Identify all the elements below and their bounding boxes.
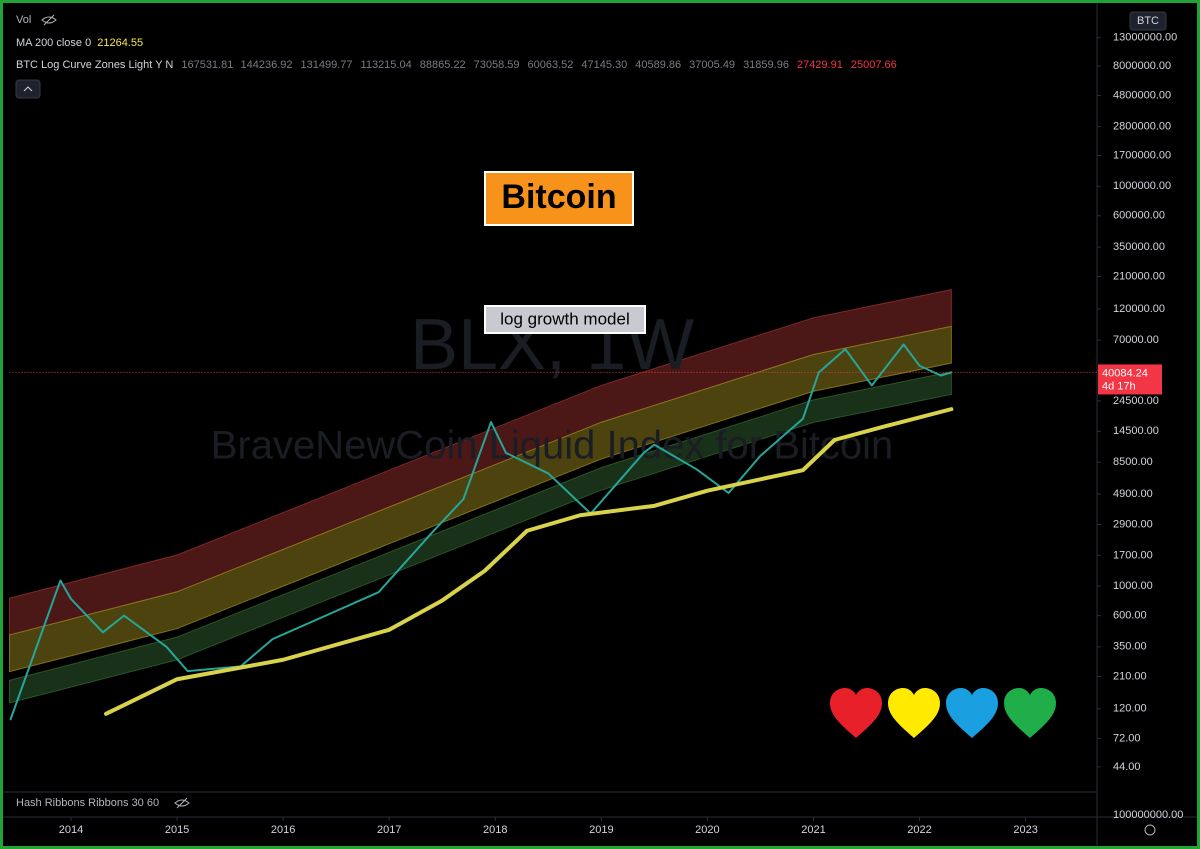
symbol-box[interactable]: [1129, 11, 1167, 31]
legend-zone-value: 131499.77: [301, 59, 353, 71]
subtitle-box: [484, 305, 646, 334]
legend-vol[interactable]: Vol: [16, 14, 31, 26]
y-tick-label: 8500.00: [1113, 456, 1153, 468]
legend-zone-value: 31859.96: [743, 59, 789, 71]
watermark-name: BraveNewCoin Liquid Index for Bitcoin: [211, 424, 894, 468]
plot: [9, 343, 1097, 721]
collapse-icon: [23, 86, 33, 92]
y-tick-label: 1700000.00: [1113, 149, 1171, 161]
eye-icon[interactable]: [174, 797, 190, 809]
y-tick-label: 14500.00: [1113, 425, 1159, 437]
legend-zone-value: 47145.30: [581, 59, 627, 71]
legend-zone-value: 73058.59: [474, 59, 520, 71]
last-price-box: [1098, 364, 1162, 395]
price-line: [9, 343, 953, 721]
y-tick-label: 120.00: [1113, 703, 1147, 715]
legend-zone-value: 25007.66: [851, 59, 897, 71]
y-tick-label: 1000.00: [1113, 580, 1153, 592]
y-tick-label: 4800000.00: [1113, 89, 1171, 101]
x-tick-label: 2017: [377, 824, 401, 836]
legend-zone-value: 60063.52: [528, 59, 574, 71]
title-box: [484, 171, 634, 226]
x-tick-label: 2023: [1013, 824, 1037, 836]
y-tick-label: 600.00: [1113, 610, 1147, 622]
y-tick-label: 1700.00: [1113, 549, 1153, 561]
x-tick-label: 2019: [589, 824, 613, 836]
collapse-button[interactable]: [15, 79, 41, 99]
y-tick-label: 70000.00: [1113, 334, 1159, 346]
x-tick-label: 2014: [59, 824, 83, 836]
legend-ma-label: MA 200 close 0: [16, 37, 91, 49]
y-tick-label: 4900.00: [1113, 488, 1153, 500]
x-tick-label: 2022: [907, 824, 931, 836]
heart-red: [830, 688, 882, 738]
y-tick-label: 120000.00: [1113, 303, 1165, 315]
y-tick-label: 350.00: [1113, 641, 1147, 653]
legend-zones-label: BTC Log Curve Zones Light Y N: [16, 59, 173, 71]
legend-zone-value: 113215.04: [361, 59, 412, 71]
settings-icon[interactable]: [1144, 824, 1156, 836]
hash-pane-tick: 100000000.00: [1113, 809, 1183, 821]
y-tick-label: 350000.00: [1113, 241, 1165, 253]
heart-green: [1004, 688, 1056, 738]
y-tick-label: 72.00: [1113, 732, 1141, 744]
zone-band: [9, 325, 952, 673]
y-tick-label: 600000.00: [1113, 210, 1165, 222]
y-tick-label: 13000000.00: [1113, 32, 1177, 44]
x-tick-label: 2020: [695, 824, 719, 836]
legend-zone-value: 40589.86: [635, 59, 681, 71]
heart-yellow: [888, 688, 940, 738]
legend-zone-value: 37005.49: [689, 59, 735, 71]
heart-blue: [946, 688, 998, 738]
y-tick-label: 24500.00: [1113, 395, 1159, 407]
y-tick-label: 8000000.00: [1113, 60, 1171, 72]
legend-zone-value: 144236.92: [241, 59, 293, 71]
legend-zone-value: 167531.81: [181, 59, 233, 71]
ma-line: [104, 407, 954, 716]
y-tick-label: 210.00: [1113, 670, 1147, 682]
y-tick-label: 1000000.00: [1113, 180, 1171, 192]
y-tick-label: 2900.00: [1113, 518, 1153, 530]
x-tick-label: 2021: [801, 824, 825, 836]
hearts: [830, 688, 1056, 738]
legend-zone-value: 27429.91: [797, 59, 843, 71]
y-tick-label: 44.00: [1113, 761, 1141, 773]
legend-zones[interactable]: BTC Log Curve Zones Light Y N 167531.81 14…: [16, 59, 897, 71]
title: Bitcoin: [501, 178, 616, 216]
symbol: BTC: [1137, 15, 1159, 27]
subtitle: log growth model: [500, 309, 629, 328]
legend-zone-value: 88865.22: [420, 59, 466, 71]
x-tick-label: 2016: [271, 824, 295, 836]
x-tick-label: 2015: [165, 824, 189, 836]
x-tick-label: 2018: [483, 824, 507, 836]
countdown: 4d 17h: [1102, 380, 1136, 392]
legend-ma-value: 21264.55: [97, 37, 143, 49]
eye-icon[interactable]: [41, 14, 57, 26]
y-tick-label: 2800000.00: [1113, 121, 1171, 133]
zones: [9, 289, 952, 704]
y-tick-label: 210000.00: [1113, 270, 1165, 282]
legend-ma[interactable]: MA 200 close 0 21264.55: [16, 37, 143, 49]
legend-hash[interactable]: Hash Ribbons Ribbons 30 60: [16, 797, 159, 809]
last-price-label: 40084.24: [1102, 367, 1148, 379]
